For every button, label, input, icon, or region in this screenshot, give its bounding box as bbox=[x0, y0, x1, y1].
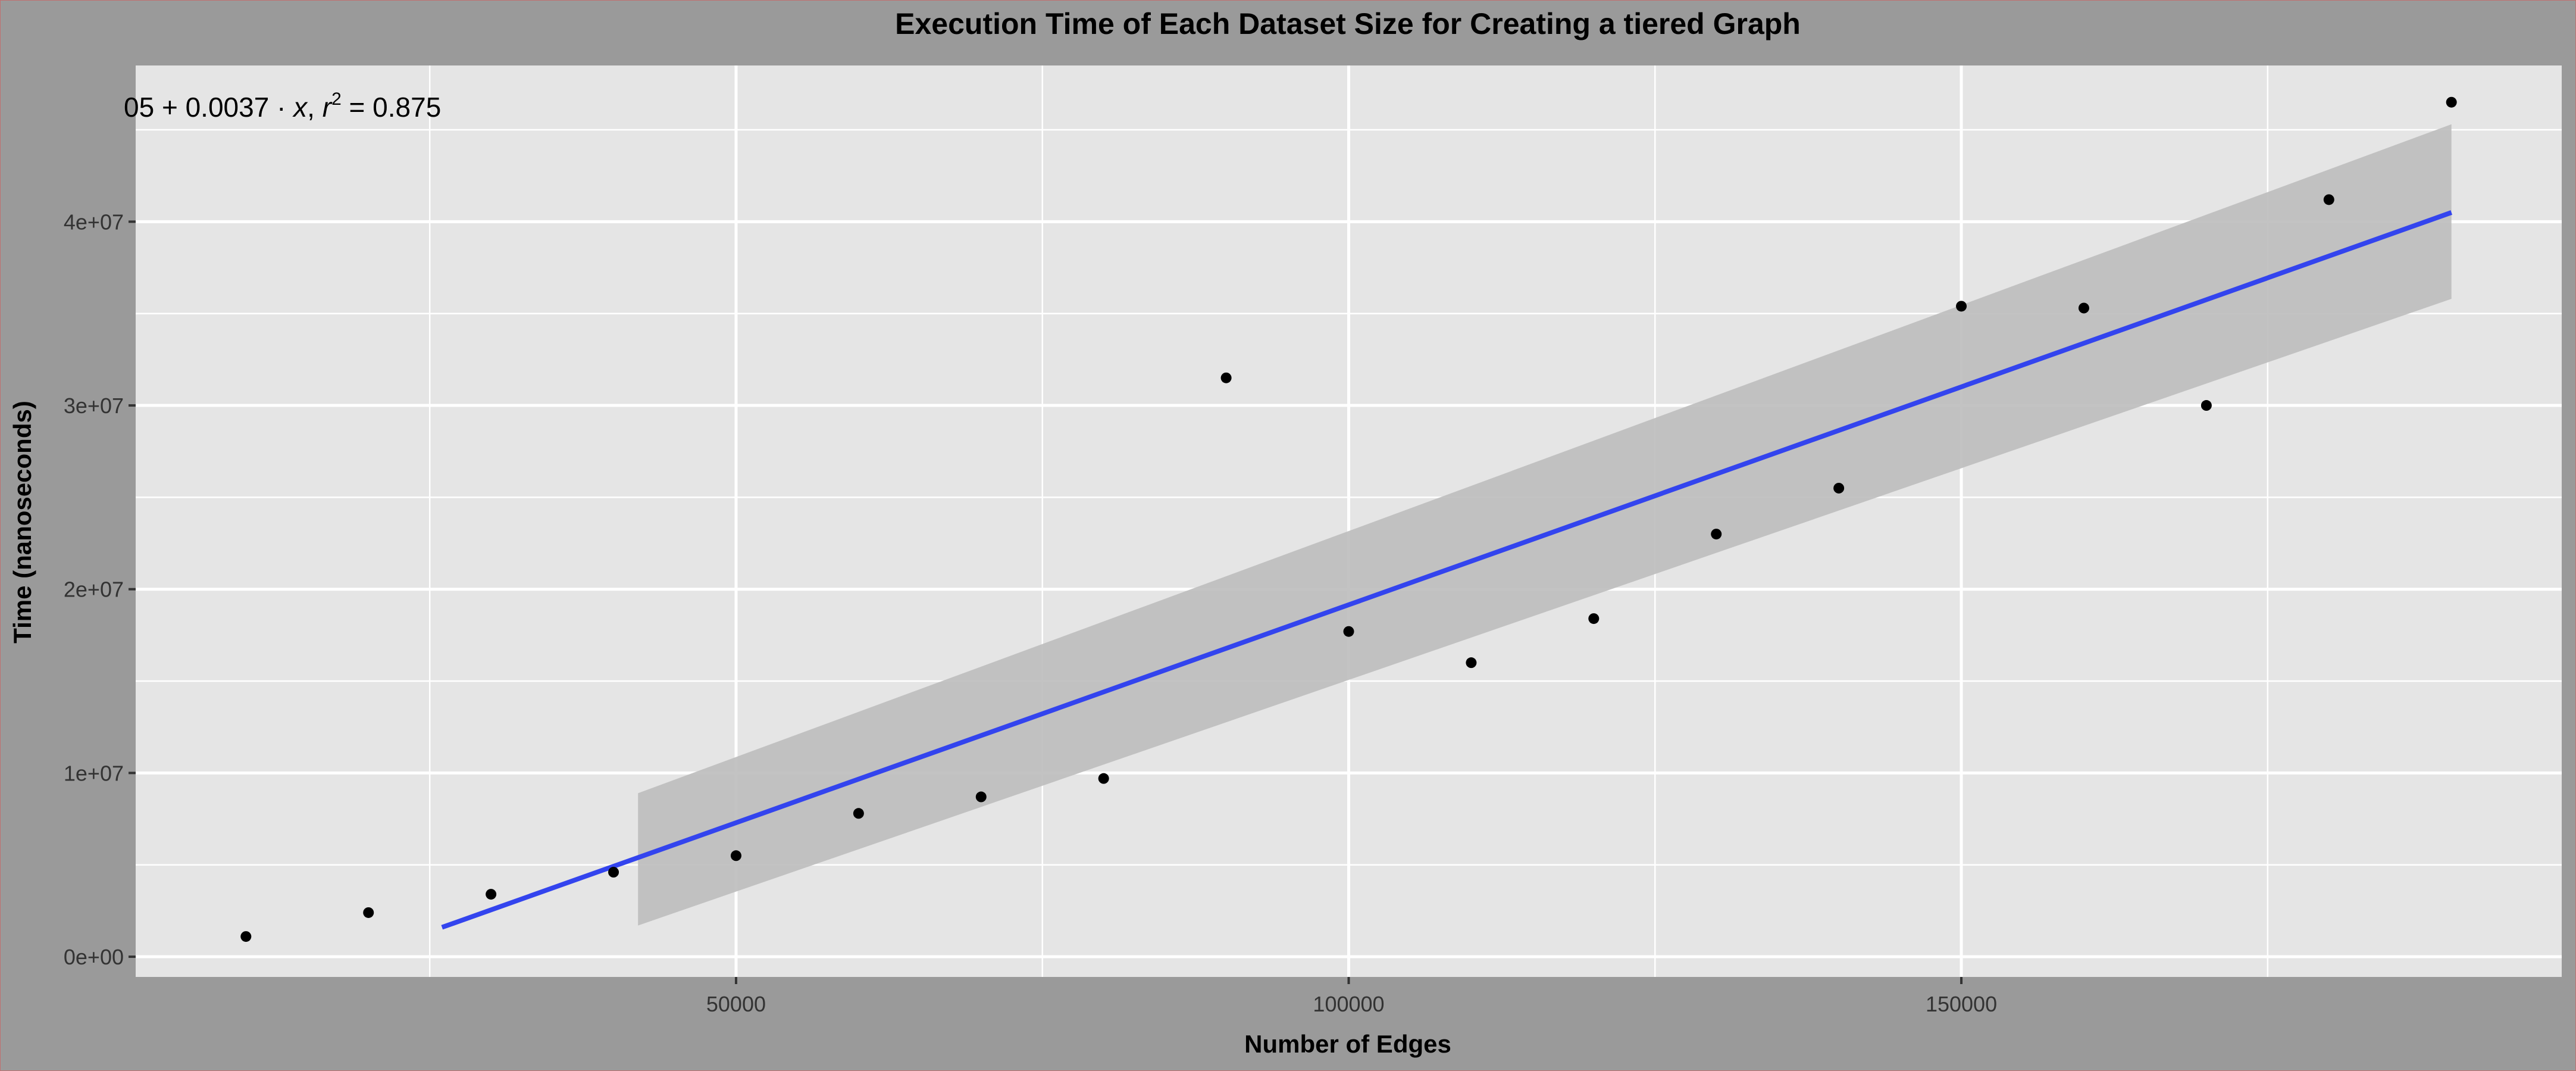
y-tick-label: 2e+07 bbox=[64, 577, 124, 602]
y-axis-title: Time (nanoseconds) bbox=[8, 401, 36, 644]
data-point bbox=[1588, 613, 1600, 625]
data-point bbox=[2078, 302, 2089, 314]
equation-prefix: 05 + 0.0037 · bbox=[124, 92, 293, 123]
equation-variable: x bbox=[292, 92, 308, 123]
y-tick-label: 4e+07 bbox=[64, 210, 124, 234]
data-point bbox=[1098, 773, 1109, 784]
data-point bbox=[608, 867, 619, 878]
data-point bbox=[1466, 657, 1477, 669]
data-point bbox=[1833, 482, 1845, 494]
regression-equation: 05 + 0.0037 · x, r2 = 0.875 bbox=[124, 89, 441, 123]
y-axis-ticks: 0e+00 1e+07 2e+07 3e+07 4e+07 bbox=[64, 210, 136, 969]
r-symbol: r bbox=[323, 92, 333, 123]
data-point bbox=[1220, 372, 1232, 383]
y-tick-label: 0e+00 bbox=[64, 945, 124, 969]
data-point bbox=[730, 850, 741, 861]
data-point bbox=[2323, 194, 2334, 205]
fit-line bbox=[441, 210, 2453, 930]
x-axis-ticks: 50000 100000 150000 bbox=[706, 977, 1997, 1016]
confidence-band bbox=[638, 124, 2452, 926]
data-point bbox=[1956, 301, 1967, 312]
equation-suffix: = 0.875 bbox=[342, 92, 442, 123]
data-point bbox=[486, 889, 497, 900]
y-tick-label: 1e+07 bbox=[64, 761, 124, 785]
data-point bbox=[1711, 529, 1722, 540]
equation-separator: , bbox=[307, 92, 323, 123]
x-tick-label: 150000 bbox=[1926, 992, 1997, 1016]
data-point bbox=[240, 931, 252, 942]
x-tick-label: 100000 bbox=[1313, 992, 1384, 1016]
data-point bbox=[363, 907, 374, 918]
data-point bbox=[2446, 96, 2457, 108]
x-tick-label: 50000 bbox=[706, 992, 766, 1016]
data-points bbox=[240, 96, 2457, 942]
data-point bbox=[2201, 400, 2212, 411]
chart-title: Execution Time of Each Dataset Size for … bbox=[895, 7, 1801, 40]
data-point bbox=[853, 808, 864, 819]
y-tick-label: 3e+07 bbox=[64, 394, 124, 418]
x-axis-title: Number of Edges bbox=[1244, 1030, 1451, 1058]
data-point bbox=[975, 791, 987, 803]
r-exponent: 2 bbox=[331, 89, 342, 109]
data-point bbox=[1343, 626, 1354, 637]
